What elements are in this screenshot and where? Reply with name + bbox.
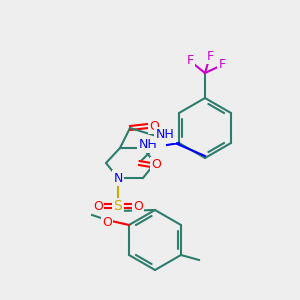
Text: F: F bbox=[206, 50, 214, 62]
Text: F: F bbox=[218, 58, 226, 71]
Text: NH: NH bbox=[138, 139, 157, 152]
Text: F: F bbox=[186, 55, 194, 68]
Text: O: O bbox=[149, 119, 159, 133]
Text: O: O bbox=[133, 200, 143, 212]
Text: S: S bbox=[114, 199, 122, 213]
Text: O: O bbox=[93, 200, 103, 212]
Text: O: O bbox=[151, 158, 161, 172]
Text: N: N bbox=[113, 172, 123, 184]
Text: O: O bbox=[102, 215, 112, 229]
Text: NH: NH bbox=[156, 128, 174, 142]
